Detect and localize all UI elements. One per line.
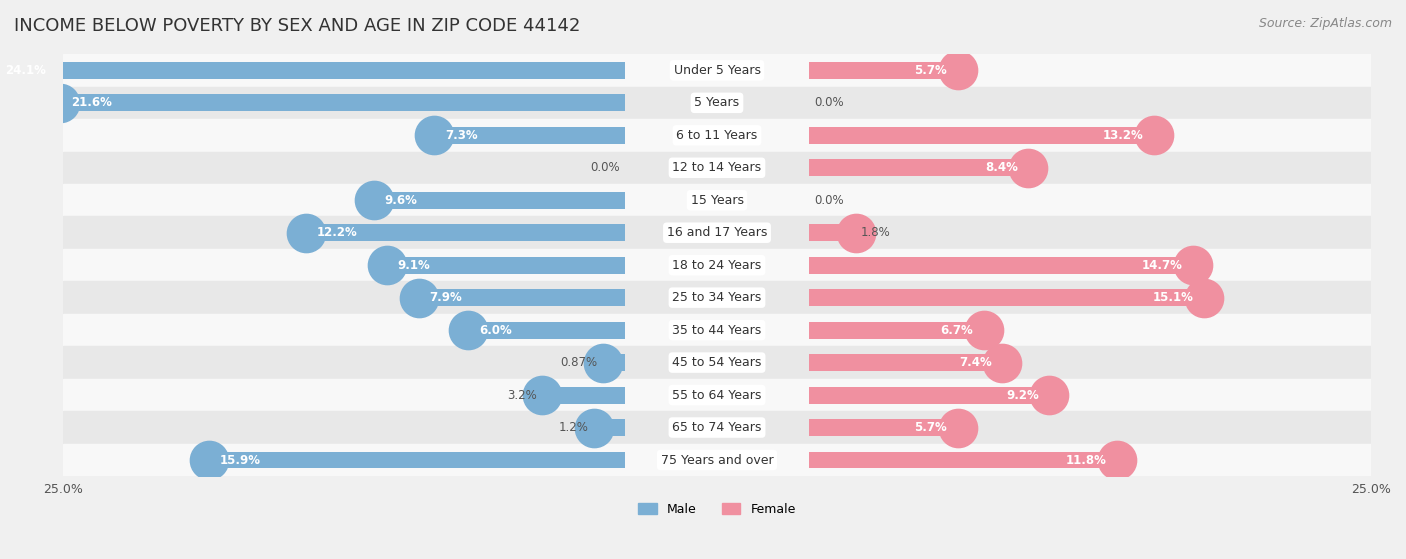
- Text: 24.1%: 24.1%: [6, 64, 46, 77]
- Bar: [808, 224, 856, 241]
- Text: 45 to 54 Years: 45 to 54 Years: [672, 356, 762, 369]
- Bar: [60, 94, 626, 111]
- Text: 13.2%: 13.2%: [1102, 129, 1143, 142]
- Text: 15.9%: 15.9%: [219, 453, 262, 467]
- Text: 1.2%: 1.2%: [560, 421, 589, 434]
- Bar: [63, 216, 1371, 249]
- Text: 15 Years: 15 Years: [690, 194, 744, 207]
- Text: INCOME BELOW POVERTY BY SEX AND AGE IN ZIP CODE 44142: INCOME BELOW POVERTY BY SEX AND AGE IN Z…: [14, 17, 581, 35]
- Text: 6 to 11 Years: 6 to 11 Years: [676, 129, 758, 142]
- Bar: [307, 224, 626, 241]
- Bar: [0, 62, 626, 79]
- Text: 6.7%: 6.7%: [941, 324, 973, 337]
- Text: 21.6%: 21.6%: [70, 96, 111, 110]
- Bar: [808, 289, 1204, 306]
- Text: 55 to 64 Years: 55 to 64 Years: [672, 389, 762, 401]
- Text: 0.0%: 0.0%: [814, 194, 844, 207]
- Text: 5.7%: 5.7%: [914, 421, 948, 434]
- Text: 8.4%: 8.4%: [986, 162, 1018, 174]
- Text: 5.7%: 5.7%: [914, 64, 948, 77]
- Bar: [808, 321, 984, 339]
- Text: 25 to 34 Years: 25 to 34 Years: [672, 291, 762, 304]
- Text: 15.1%: 15.1%: [1153, 291, 1194, 304]
- Text: 12 to 14 Years: 12 to 14 Years: [672, 162, 762, 174]
- Text: 65 to 74 Years: 65 to 74 Years: [672, 421, 762, 434]
- Text: 0.0%: 0.0%: [814, 96, 844, 110]
- Bar: [603, 354, 626, 371]
- Text: 75 Years and over: 75 Years and over: [661, 453, 773, 467]
- Text: Source: ZipAtlas.com: Source: ZipAtlas.com: [1258, 17, 1392, 30]
- Bar: [63, 119, 1371, 151]
- Text: 11.8%: 11.8%: [1066, 453, 1107, 467]
- Bar: [63, 87, 1371, 119]
- Bar: [388, 257, 626, 273]
- Bar: [63, 379, 1371, 411]
- Bar: [63, 151, 1371, 184]
- Text: 7.3%: 7.3%: [444, 129, 478, 142]
- Bar: [63, 249, 1371, 281]
- Text: 18 to 24 Years: 18 to 24 Years: [672, 259, 762, 272]
- Text: 7.4%: 7.4%: [959, 356, 991, 369]
- Bar: [63, 314, 1371, 347]
- Text: 3.2%: 3.2%: [506, 389, 537, 401]
- Bar: [541, 387, 626, 404]
- Legend: Male, Female: Male, Female: [633, 498, 801, 520]
- Bar: [63, 54, 1371, 87]
- Bar: [63, 184, 1371, 216]
- Bar: [808, 452, 1118, 468]
- Bar: [808, 354, 1002, 371]
- Text: 1.8%: 1.8%: [860, 226, 890, 239]
- Bar: [808, 127, 1154, 144]
- Text: 0.0%: 0.0%: [591, 162, 620, 174]
- Text: 6.0%: 6.0%: [479, 324, 512, 337]
- Text: 0.87%: 0.87%: [561, 356, 598, 369]
- Bar: [808, 257, 1194, 273]
- Bar: [434, 127, 626, 144]
- Text: 7.9%: 7.9%: [429, 291, 463, 304]
- Bar: [63, 281, 1371, 314]
- Bar: [209, 452, 626, 468]
- Text: 14.7%: 14.7%: [1142, 259, 1182, 272]
- Bar: [808, 62, 957, 79]
- Bar: [468, 321, 626, 339]
- Text: Under 5 Years: Under 5 Years: [673, 64, 761, 77]
- Text: 5 Years: 5 Years: [695, 96, 740, 110]
- Bar: [63, 347, 1371, 379]
- Text: 16 and 17 Years: 16 and 17 Years: [666, 226, 768, 239]
- Text: 12.2%: 12.2%: [316, 226, 357, 239]
- Bar: [808, 387, 1049, 404]
- Text: 9.2%: 9.2%: [1007, 389, 1039, 401]
- Bar: [808, 419, 957, 436]
- Bar: [419, 289, 626, 306]
- Bar: [808, 159, 1028, 176]
- Text: 35 to 44 Years: 35 to 44 Years: [672, 324, 762, 337]
- Text: 9.6%: 9.6%: [385, 194, 418, 207]
- Bar: [63, 411, 1371, 444]
- Bar: [63, 444, 1371, 476]
- Bar: [595, 419, 626, 436]
- Text: 9.1%: 9.1%: [398, 259, 430, 272]
- Bar: [374, 192, 626, 209]
